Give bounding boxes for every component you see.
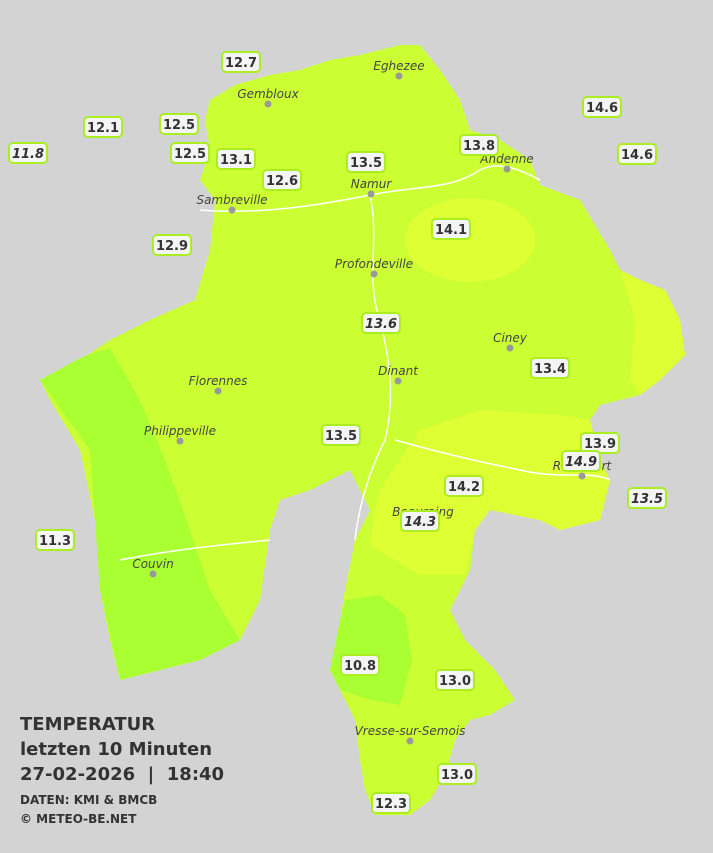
station-value: 13.5 bbox=[631, 492, 663, 507]
station-value: 13.9 bbox=[584, 437, 616, 452]
place-dot bbox=[503, 165, 511, 173]
station-value: 13.0 bbox=[439, 674, 471, 689]
place-dot bbox=[506, 344, 514, 352]
station-value: 14.6 bbox=[586, 101, 618, 116]
place-name: Vresse-sur-Semois bbox=[355, 724, 466, 738]
warm-zone bbox=[370, 410, 610, 575]
station-value: 13.5 bbox=[325, 429, 357, 444]
place-name: Dinant bbox=[378, 364, 419, 378]
station-value: 12.5 bbox=[174, 147, 206, 162]
place-name: Eghezee bbox=[373, 59, 424, 73]
station-box bbox=[346, 151, 386, 173]
title: TEMPERATUR bbox=[20, 714, 155, 735]
station-value: 10.8 bbox=[344, 659, 376, 674]
place-name: Gembloux bbox=[237, 87, 299, 101]
place-dot bbox=[367, 190, 375, 198]
station-value: 13.0 bbox=[441, 768, 473, 783]
green-zone bbox=[330, 595, 412, 705]
river bbox=[394, 439, 611, 481]
station-value: 12.1 bbox=[87, 121, 119, 136]
station-box bbox=[627, 487, 667, 509]
place-dot bbox=[370, 270, 378, 278]
copyright: © METEO-BE.NET bbox=[20, 812, 137, 826]
place-dot bbox=[264, 100, 272, 108]
place-name: Couvin bbox=[132, 557, 173, 571]
station-box bbox=[170, 142, 210, 164]
station-value: 11.8 bbox=[12, 147, 44, 162]
station-value: 12.3 bbox=[375, 797, 407, 812]
place-dot bbox=[578, 472, 586, 480]
subtitle: letzten 10 Minuten bbox=[20, 739, 212, 760]
station-box bbox=[221, 51, 261, 73]
place-dot bbox=[176, 437, 184, 445]
station-box bbox=[437, 763, 477, 785]
station-box bbox=[459, 134, 499, 156]
station-value: 13.5 bbox=[350, 156, 382, 171]
station-value: 14.9 bbox=[565, 455, 597, 470]
station-box bbox=[431, 218, 471, 240]
station-box bbox=[159, 113, 199, 135]
station-box bbox=[321, 424, 361, 446]
place-dot bbox=[228, 206, 236, 214]
station-box bbox=[83, 116, 123, 138]
station-box bbox=[617, 143, 657, 165]
source: DATEN: KMI & BMCB bbox=[20, 793, 157, 807]
station-value: 12.9 bbox=[156, 239, 188, 254]
station-value: 13.6 bbox=[365, 317, 397, 332]
warm-zone bbox=[405, 198, 535, 282]
station-value: 12.7 bbox=[225, 56, 257, 71]
station-value: 13.1 bbox=[220, 153, 252, 168]
place-dot bbox=[394, 377, 402, 385]
station-value: 12.6 bbox=[266, 174, 298, 189]
river bbox=[354, 194, 392, 541]
station-box bbox=[216, 148, 256, 170]
place-name: Sambreville bbox=[196, 193, 267, 207]
place-name: Profondeville bbox=[335, 257, 413, 271]
labels: EghezeeGemblouxAndenneNamurSambrevillePr… bbox=[8, 51, 667, 814]
station-value: 14.6 bbox=[621, 148, 653, 163]
place-name: Namur bbox=[351, 177, 393, 191]
station-value: 14.2 bbox=[448, 480, 480, 495]
place-name: Philippeville bbox=[144, 424, 216, 438]
place-dot bbox=[149, 570, 157, 578]
station-box bbox=[361, 312, 401, 334]
station-value: 11.3 bbox=[39, 534, 71, 549]
station-box bbox=[444, 475, 484, 497]
place-name: Florennes bbox=[189, 374, 248, 388]
station-box bbox=[400, 510, 440, 532]
station-box bbox=[371, 792, 411, 814]
station-value: 13.8 bbox=[463, 139, 495, 154]
station-value: 13.4 bbox=[534, 362, 566, 377]
place-dot bbox=[406, 737, 414, 745]
station-box bbox=[530, 357, 570, 379]
station-value: 14.1 bbox=[435, 223, 467, 238]
station-box bbox=[262, 169, 302, 191]
timestamp: 27-02-2026 | 18:40 bbox=[20, 764, 224, 785]
station-box bbox=[435, 669, 475, 691]
station-box bbox=[8, 142, 48, 164]
river bbox=[199, 165, 541, 213]
river bbox=[119, 539, 271, 561]
station-value: 12.5 bbox=[163, 118, 195, 133]
green-zone bbox=[40, 348, 240, 680]
station-box bbox=[561, 450, 601, 472]
warm-zone bbox=[620, 270, 685, 395]
station-box bbox=[582, 96, 622, 118]
place-dot bbox=[214, 387, 222, 395]
station-box bbox=[35, 529, 75, 551]
station-box bbox=[152, 234, 192, 256]
station-box bbox=[340, 654, 380, 676]
place-name: Ciney bbox=[493, 331, 528, 345]
station-value: 14.3 bbox=[404, 515, 436, 530]
place-dot bbox=[395, 72, 403, 80]
